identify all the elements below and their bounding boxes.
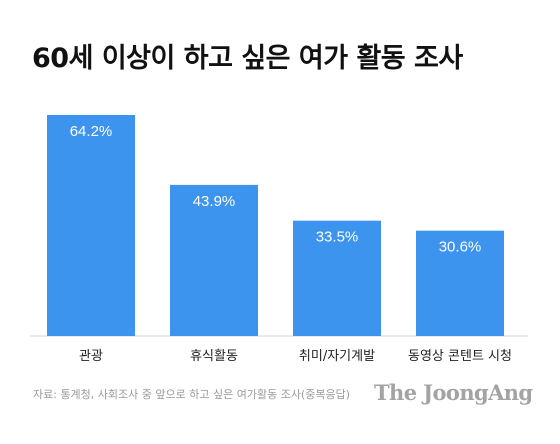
bar-4 — [416, 230, 504, 336]
category-label-3: 취미/자기계발 — [299, 349, 375, 364]
bar-value-label-3: 33.5% — [316, 229, 359, 246]
bar-2 — [170, 184, 258, 336]
bar-1 — [47, 115, 135, 336]
bar-value-label-4: 30.6% — [439, 239, 482, 256]
bar-value-label-1: 64.2% — [70, 123, 113, 140]
category-label-1: 관광 — [79, 349, 103, 364]
chart-title: 60세 이상이 하고 싶은 여가 활동 조사 — [32, 43, 463, 74]
source-note: 자료: 통계청, 사회조사 중 앞으로 하고 싶은 여가활동 조사(중복응답) — [33, 388, 350, 401]
bars-layer: 64.2% 관광 43.9% 휴식활동 33.5% 취미/자기계발 30.6% 동영상 콘텐트… — [47, 115, 512, 364]
publisher-logo: The JoongAng — [374, 380, 533, 405]
category-label-4: 동영상 콘텐트 시청 — [408, 349, 512, 364]
bar-3 — [293, 220, 381, 336]
category-label-2: 휴식활동 — [190, 349, 238, 364]
bar-value-label-2: 43.9% — [193, 193, 236, 210]
